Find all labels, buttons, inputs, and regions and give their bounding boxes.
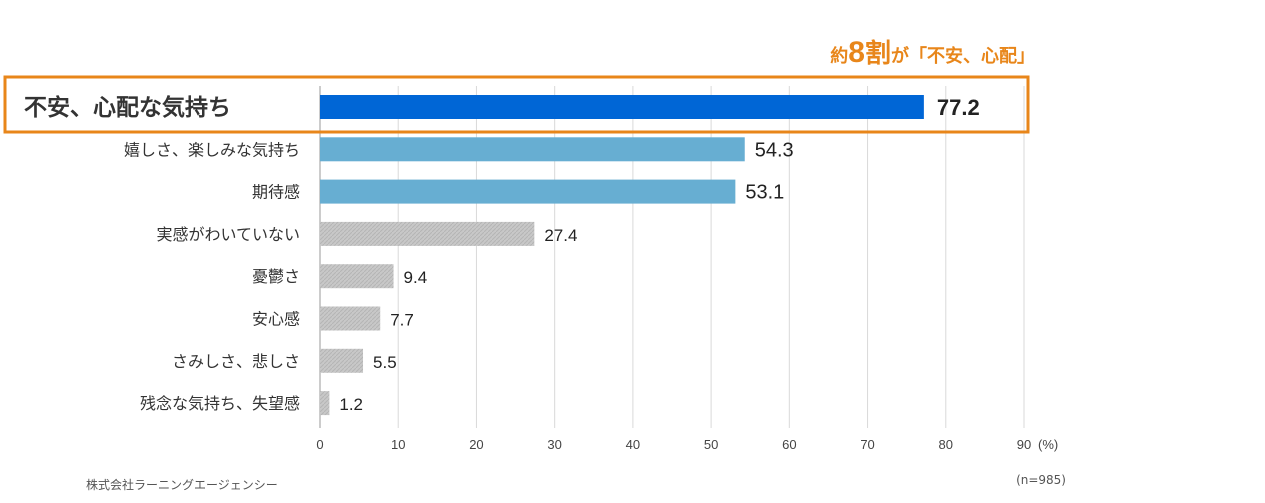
value-label: 5.5 bbox=[373, 353, 397, 372]
category-label: 嬉しさ、楽しみな気持ち bbox=[124, 140, 300, 159]
x-axis-unit: (%) bbox=[1038, 437, 1058, 452]
x-tick-label: 80 bbox=[939, 437, 953, 452]
bar bbox=[320, 221, 535, 246]
category-labels: 不安、心配な気持ち嬉しさ、楽しみな気持ち期待感実感がわいていない憂鬱さ安心感さみ… bbox=[24, 94, 300, 413]
category-label: 期待感 bbox=[252, 183, 300, 202]
bar bbox=[320, 306, 381, 331]
annotation-number: 8 bbox=[848, 36, 865, 69]
bar bbox=[320, 95, 924, 119]
x-tick-label: 60 bbox=[782, 437, 796, 452]
sample-size: (n=985) bbox=[1016, 473, 1066, 487]
value-label: 7.7 bbox=[390, 311, 414, 330]
x-tick-label: 50 bbox=[704, 437, 718, 452]
category-label: 実感がわいていない bbox=[156, 225, 300, 244]
highlight-frame bbox=[3, 75, 1030, 134]
value-label: 27.4 bbox=[544, 226, 577, 245]
x-axis-ticks: 0 10 20 30 40 50 60 70 80 90 bbox=[316, 437, 1031, 452]
bars bbox=[320, 95, 924, 416]
value-label: 9.4 bbox=[404, 268, 428, 287]
bar bbox=[320, 137, 745, 162]
category-label: 不安、心配な気持ち bbox=[24, 94, 231, 121]
annotation-suffix: が「不安、心配」 bbox=[891, 45, 1035, 67]
x-tick-label: 30 bbox=[547, 437, 561, 452]
value-label: 77.2 bbox=[937, 95, 980, 120]
x-tick-label: 10 bbox=[391, 437, 405, 452]
category-label: 残念な気持ち、失望感 bbox=[140, 394, 300, 413]
annotation-prefix: 約 bbox=[830, 45, 848, 67]
annotation-callout: 約8割が「不安、心配」 bbox=[830, 36, 1035, 69]
x-tick-label: 20 bbox=[469, 437, 483, 452]
value-label: 1.2 bbox=[339, 395, 363, 414]
bar bbox=[320, 391, 330, 416]
category-label: 憂鬱さ bbox=[252, 267, 300, 286]
category-label: 安心感 bbox=[252, 310, 300, 329]
bar bbox=[320, 264, 394, 289]
footer-company: 株式会社ラーニングエージェンシー bbox=[86, 477, 278, 492]
x-tick-label: 40 bbox=[626, 437, 640, 452]
bar bbox=[320, 348, 364, 373]
category-label: さみしさ、悲しさ bbox=[172, 352, 300, 371]
x-tick-label: 70 bbox=[860, 437, 874, 452]
annotation-unit: 割 bbox=[865, 38, 891, 69]
value-label: 53.1 bbox=[745, 182, 784, 204]
value-label: 54.3 bbox=[755, 139, 794, 161]
x-tick-label: 90 bbox=[1017, 437, 1031, 452]
value-labels: 77.2 54.3 53.1 27.4 9.4 7.7 5.5 1.2 bbox=[339, 95, 979, 414]
x-tick-label: 0 bbox=[316, 437, 323, 452]
bar bbox=[320, 179, 736, 204]
